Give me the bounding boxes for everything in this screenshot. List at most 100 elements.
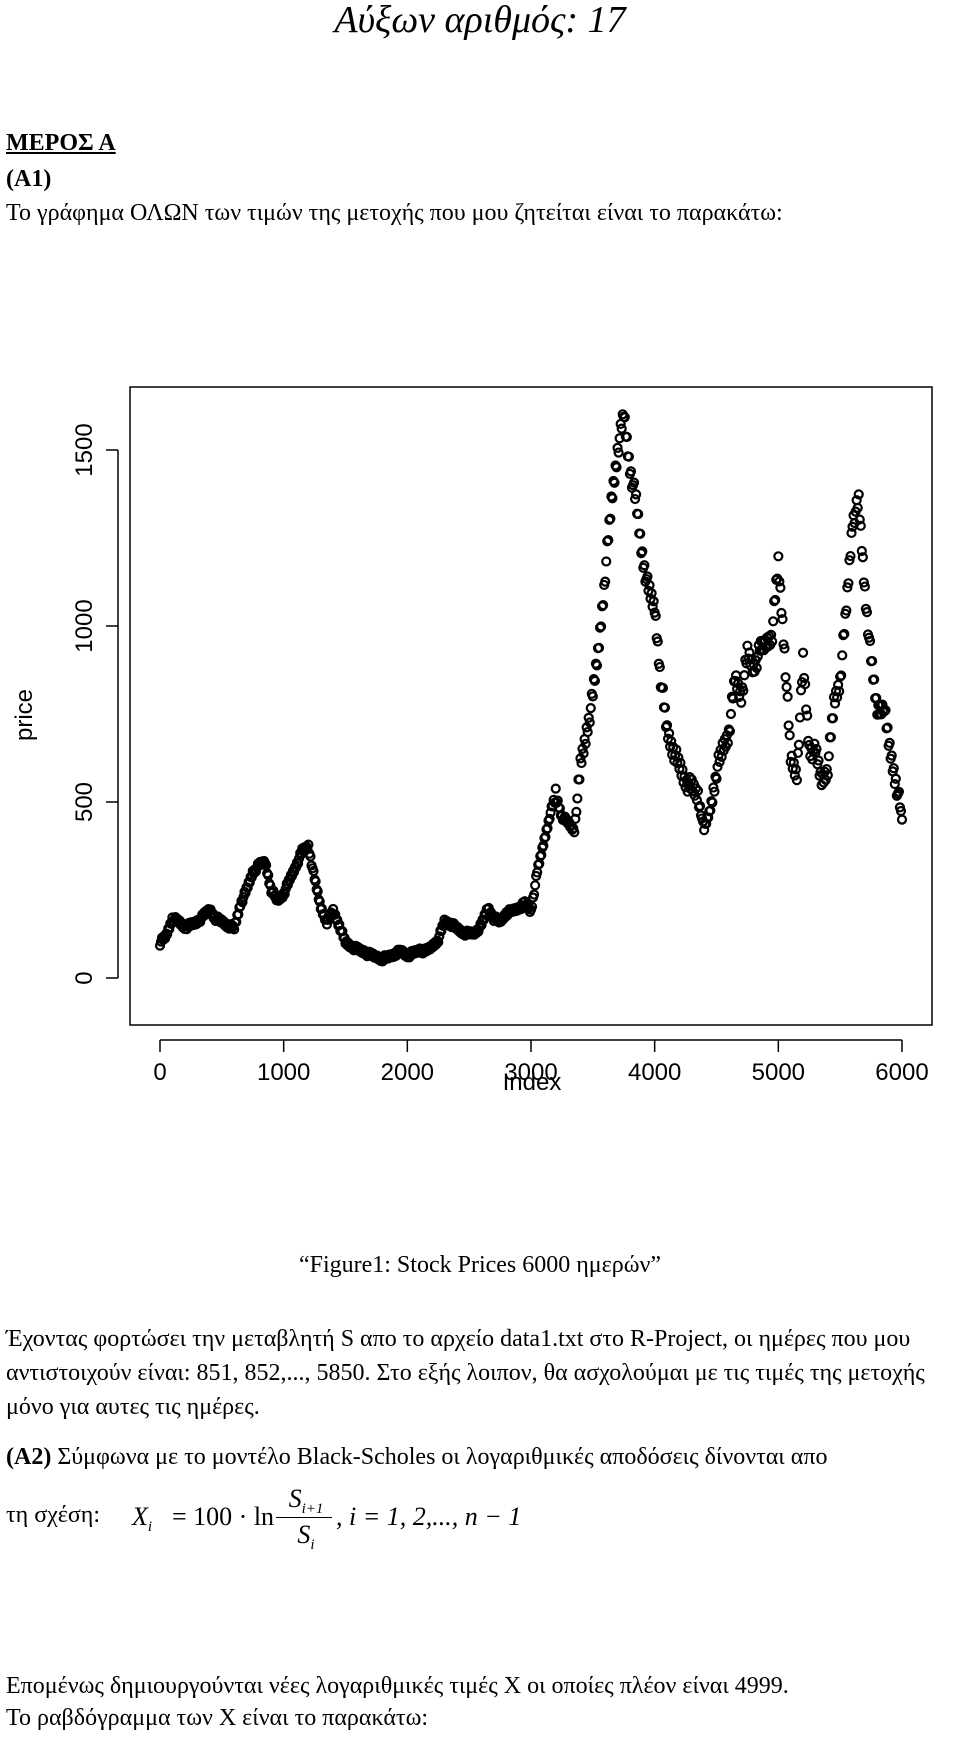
data-point [600,576,611,587]
data-point [305,851,316,862]
data-point [607,493,618,504]
paragraph-histogram-intro: Το ραβδόγραμμα των X είναι το παρακάτω: [6,1705,429,1731]
data-point [162,929,173,940]
data-point [782,691,793,702]
data-point [802,710,813,721]
data-point [855,520,866,531]
data-point [896,814,908,825]
data-point [316,903,327,914]
formula-den-symbol: S [297,1520,311,1549]
data-point [595,621,607,632]
figure-caption: “Figure1: Stock Prices 6000 ημερών” [298,1252,662,1278]
data-point [598,600,609,611]
data-point [813,755,824,766]
data-point [827,713,839,724]
data-point [774,576,785,587]
data-point [583,712,594,723]
data-point [867,655,878,667]
data-point [582,726,593,738]
data-point [580,738,591,749]
x-tick-label: 2000 [381,1059,434,1086]
data-point [279,888,290,900]
data-point [880,705,891,716]
data-point [722,737,733,749]
data-point [528,889,540,900]
data-point [861,607,873,618]
data-point [781,681,792,693]
data-point [628,477,640,488]
data-point [694,800,706,812]
data-point [711,773,722,784]
data-point [776,607,787,619]
data-point [864,635,876,647]
data-point [330,909,341,920]
data-point [773,551,784,562]
data-point [572,793,583,804]
data-point [712,761,723,772]
data-point [585,703,596,714]
data-point [784,730,795,741]
data-point [775,582,786,593]
data-point [589,675,600,687]
data-point [869,674,880,685]
axes: 0 1000 2000 3000 4000 5000 6000 0 500 1000 1500 [71,423,929,1086]
data-point [882,722,893,733]
data-point [633,508,644,520]
formula-equals: = 100 · ln [172,1502,275,1531]
data-point [544,813,555,824]
data-point [736,697,747,708]
data-point [690,783,701,794]
fraction-bar [276,1517,332,1518]
data-point [611,462,622,473]
data-point [650,610,661,622]
relation-label: τη σχέση: [6,1502,101,1528]
data-point [793,739,805,750]
data-point [766,629,777,640]
data-point [857,552,868,563]
stock-price-chart: 0 1000 2000 3000 4000 5000 6000 0 500 1000 1500 In… [11,386,933,1096]
intro-text: Το γράφημα ΟΛΩΝ των τιμών της μετοχής πο… [6,200,783,226]
data-point [841,605,852,616]
data-point [621,431,632,443]
formula-num-symbol: S [288,1484,302,1513]
data-point [845,550,856,562]
data-point [890,773,901,784]
formula-numerator: Si+1 [276,1484,336,1518]
data-point [584,717,595,728]
data-point [623,451,635,462]
data-point [244,877,255,888]
data-point [825,732,836,743]
data-point [609,477,620,488]
data-point [657,682,669,694]
formula-lhs-sub: i [147,1519,153,1536]
data-points [154,409,908,967]
data-point [587,691,598,702]
data-point [859,581,871,592]
data-point [809,738,820,749]
y-tick-label: 500 [71,782,98,822]
data-point [852,502,863,513]
section-heading: ΜΕΡΟΣ Α [6,130,116,156]
data-point [727,693,739,704]
x-tick-label: 5000 [752,1059,805,1086]
x-tick-label: 1000 [257,1059,310,1086]
data-point [889,778,900,790]
data-point [777,614,788,625]
data-point [893,786,905,797]
formula-lhs-symbol: X [132,1502,148,1531]
data-point [836,670,847,681]
data-point [823,751,834,762]
data-point [164,923,175,935]
data-point [639,560,650,571]
data-point [642,571,653,582]
data-point [593,642,605,653]
data-point [856,545,867,557]
data-point [476,920,487,931]
paragraph-black-scholes-text: Σύμφωνα με το μοντέλο Black-Scholes οι λ… [51,1444,828,1470]
data-point [725,708,737,720]
data-point [613,447,624,458]
data-point [738,685,749,696]
data-point [724,726,735,737]
paragraph-black-scholes: (Α2) Σύμφωνα με το μοντέλο Black-Scholes… [6,1440,956,1474]
data-point [707,797,718,808]
